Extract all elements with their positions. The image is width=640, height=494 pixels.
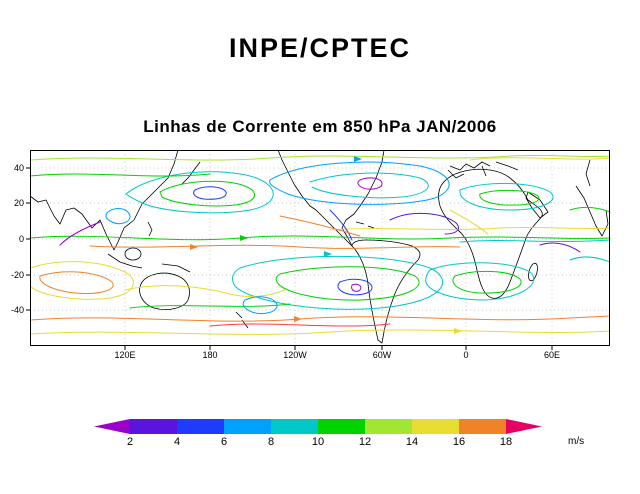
colorbar-tick-label: 4 [173, 436, 181, 448]
axis-tick-marks [26, 167, 553, 350]
ytick-label: -40 [10, 305, 24, 315]
ytick-label: -20 [10, 270, 24, 280]
colorbar-tick-label: 16 [452, 436, 466, 448]
colorbar-tick-label: 14 [405, 436, 419, 448]
colorbar-labels: 2 4 6 8 10 12 14 16 18 [94, 436, 542, 450]
colorbar-tick-label: 10 [311, 436, 325, 448]
colorbar-segment [459, 419, 506, 434]
streamline-arrowheads [190, 156, 462, 334]
y-axis-tick-labels: 40 20 0 -20 -40 [0, 150, 26, 346]
colorbar-segment [271, 419, 318, 434]
ytick-label: 40 [13, 163, 24, 173]
colorbar-segment [412, 419, 459, 434]
grid-lines [30, 150, 610, 346]
ytick-label: 0 [18, 234, 24, 244]
colorbar-segment [365, 419, 412, 434]
colorbar-segment [318, 419, 365, 434]
colorbar: 2 4 6 8 10 12 14 16 18 m/s [94, 419, 584, 453]
colorbar-arrow-left [94, 419, 130, 434]
xtick-label: 120W [283, 350, 307, 360]
colorbar-bar [94, 419, 542, 434]
xtick-label: 120E [114, 350, 136, 360]
xtick-label: 0 [463, 350, 469, 360]
colorbar-tick-label: 2 [126, 436, 134, 448]
plot-frame [30, 150, 610, 346]
x-axis-tick-labels: 120E 180 120W 60W 0 60E [30, 350, 610, 362]
colorbar-unit-label: m/s [568, 436, 585, 447]
xtick-label: 60E [543, 350, 561, 360]
xtick-label: 60W [372, 350, 392, 360]
colorbar-tick-label: 6 [220, 436, 228, 448]
ytick-label: 20 [13, 198, 24, 208]
colorbar-tick-label: 8 [267, 436, 275, 448]
colorbar-arrow-right [506, 419, 542, 434]
colorbar-segment [130, 419, 177, 434]
xtick-label: 180 [202, 350, 218, 360]
map-plot [26, 149, 611, 350]
colorbar-tick-label: 12 [358, 436, 372, 448]
colorbar-tick-label: 18 [499, 436, 513, 448]
colorbar-segment [224, 419, 271, 434]
streamline-map-canvas [26, 149, 611, 350]
chart-title: Linhas de Corrente em 850 hPa JAN/2006 [143, 117, 497, 136]
colorbar-segment [177, 419, 224, 434]
streamlines [29, 154, 611, 335]
page-title: INPE/CPTEC [228, 33, 412, 63]
